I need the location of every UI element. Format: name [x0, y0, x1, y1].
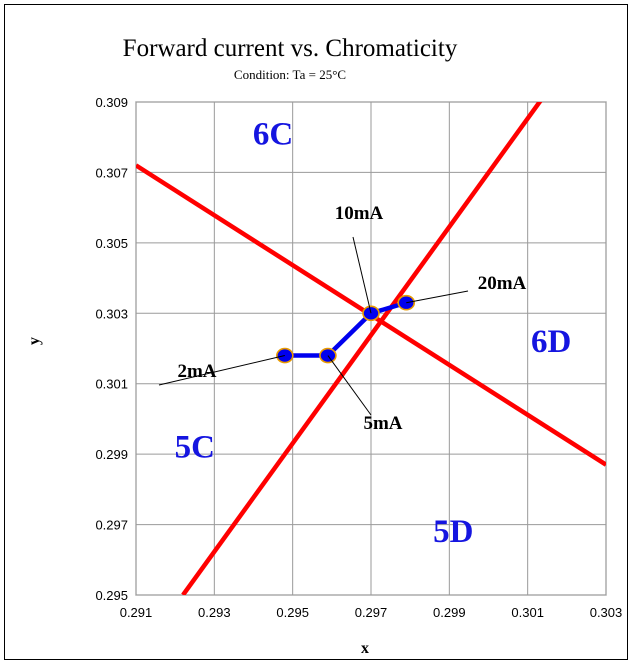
annotation-label: 20mA	[478, 273, 527, 294]
region-label: 6D	[531, 324, 571, 360]
y-tick-label: 0.305	[95, 236, 128, 251]
y-tick-label: 0.303	[95, 306, 128, 321]
y-tick-labels: 0.295 0.297 0.299 0.301 0.303 0.305 0.307 0.309	[95, 95, 128, 603]
region-label: 5C	[175, 430, 215, 466]
x-tick-label: 0.299	[433, 605, 466, 620]
x-tick-labels: 0.291 0.293 0.295 0.297 0.299 0.301 0.303	[120, 605, 623, 620]
annotation-label: 5mA	[363, 413, 402, 434]
x-tick-label: 0.295	[276, 605, 309, 620]
y-axis-label: y	[26, 337, 43, 345]
y-tick-label: 0.299	[95, 447, 128, 462]
x-tick-label: 0.301	[511, 605, 544, 620]
chart-title: Forward current vs. Chromaticity	[123, 35, 458, 62]
chart-subtitle: Condition: Ta = 25°C	[234, 67, 346, 82]
region-label: 6C	[253, 116, 293, 152]
y-tick-label: 0.297	[95, 518, 128, 533]
annotation-label: 10mA	[335, 203, 384, 224]
y-tick-label: 0.307	[95, 165, 128, 180]
chart-frame: Forward current vs. Chromaticity Conditi…	[4, 4, 628, 660]
x-tick-label: 0.291	[120, 605, 153, 620]
x-tick-label: 0.303	[590, 605, 623, 620]
x-tick-label: 0.297	[355, 605, 388, 620]
x-tick-label: 0.293	[198, 605, 231, 620]
chart-svg: Forward current vs. Chromaticity Conditi…	[5, 5, 629, 661]
x-axis-label: x	[361, 640, 369, 657]
region-label: 5D	[433, 514, 473, 550]
y-tick-label: 0.309	[95, 95, 128, 110]
annotation-label: 2mA	[177, 361, 216, 382]
y-tick-label: 0.295	[95, 588, 128, 603]
y-tick-label: 0.301	[95, 377, 128, 392]
